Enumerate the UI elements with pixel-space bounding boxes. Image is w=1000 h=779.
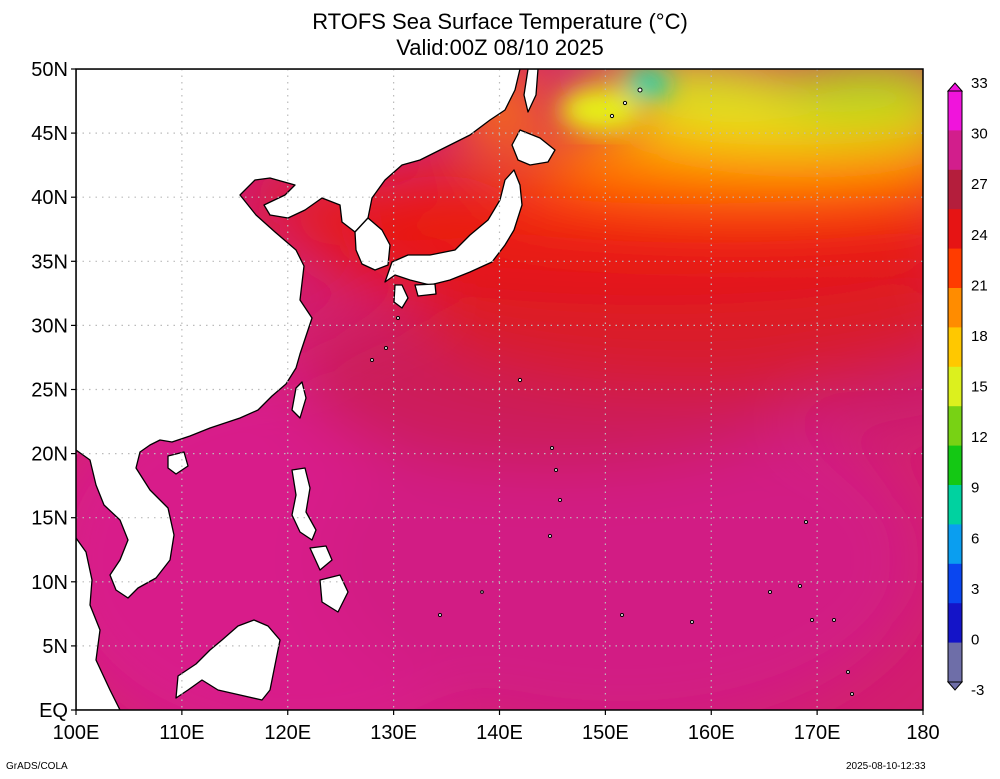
colorbar-swatch xyxy=(948,130,962,171)
colorbar-swatch xyxy=(948,524,962,565)
malay-peninsula xyxy=(76,537,121,710)
map-subtitle: Valid:00Z 08/10 2025 xyxy=(396,35,604,60)
longitude-tick-label: 140E xyxy=(476,722,523,744)
longitude-tick-label: 170E xyxy=(794,722,841,744)
sakhalin-island xyxy=(523,69,539,113)
latitude-tick-label: 40N xyxy=(31,187,68,209)
colorbar-tick-label: 9 xyxy=(971,480,979,497)
honshu-island xyxy=(384,169,523,286)
latitude-tick-labels: EQ 5N 10N 15N 20N 25N 30N 35N 40N 45N 50N xyxy=(31,59,76,722)
colorbar-tick-label: -3 xyxy=(971,682,984,699)
latitude-tick-label: 30N xyxy=(31,315,68,337)
colorbar-swatch xyxy=(948,642,962,683)
colorbar-swatch xyxy=(948,327,962,368)
latitude-tick-label: 25N xyxy=(31,380,68,402)
longitude-tick-label: 130E xyxy=(370,722,417,744)
longitude-tick-label: 110E xyxy=(159,722,204,744)
latitude-tick-label: 50N xyxy=(31,59,68,81)
generation-timestamp: 2025-08-10-12:33 xyxy=(846,761,926,772)
colorbar-tick-label: 18 xyxy=(971,328,988,345)
longitude-tick-label: 180 xyxy=(906,722,939,744)
colorbar-swatch xyxy=(948,169,962,210)
map-title: RTOFS Sea Surface Temperature (°C) xyxy=(312,9,688,34)
land-outlines xyxy=(76,69,556,710)
latitude-tick-label: 20N xyxy=(31,444,68,466)
latitude-tick-label: EQ xyxy=(39,700,68,722)
latitude-tick-label: 35N xyxy=(31,251,68,273)
latitude-tick-label: 10N xyxy=(31,572,68,594)
colorbar-tick-label: 3 xyxy=(971,581,979,598)
colorbar-swatch xyxy=(948,288,962,328)
small-islands xyxy=(370,87,854,696)
colorbar-frame xyxy=(947,90,963,683)
kyushu-island xyxy=(393,284,409,309)
colorbar-swatch xyxy=(948,485,962,525)
sst-field xyxy=(76,69,923,710)
colorbar xyxy=(946,82,964,691)
visayas-islands xyxy=(309,545,333,571)
korea-peninsula xyxy=(354,217,391,271)
colorbar-max-arrow xyxy=(946,82,964,92)
latitude-tick-label: 5N xyxy=(42,636,68,658)
hokkaido-island xyxy=(511,129,556,166)
colorbar-tick-label: 24 xyxy=(971,227,988,244)
longitude-tick-labels: 100E 110E 120E 130E 140E 150E 160E 170E 180 xyxy=(53,710,940,744)
colorbar-tick-label: 27 xyxy=(971,176,988,193)
colorbar-swatch xyxy=(948,406,962,447)
asia-mainland xyxy=(76,69,521,599)
longitude-tick-label: 100E xyxy=(53,722,100,744)
longitude-tick-label: 120E xyxy=(264,722,311,744)
luzon-island xyxy=(291,467,317,541)
longitude-tick-label: 160E xyxy=(688,722,735,744)
colorbar-min-arrow xyxy=(946,681,964,691)
colorbar-tick-label: 6 xyxy=(971,530,979,547)
taiwan-island xyxy=(291,381,307,419)
colorbar-tick-label: 15 xyxy=(971,379,988,396)
shikoku-island xyxy=(414,283,437,297)
colorbar-swatch xyxy=(948,603,962,644)
graticule xyxy=(76,69,923,710)
colorbar-swatch xyxy=(948,366,962,407)
colorbar-tick-label: 21 xyxy=(971,277,988,294)
latitude-tick-label: 45N xyxy=(31,123,68,145)
latitude-tick-label: 15N xyxy=(31,508,68,530)
colorbar-swatch xyxy=(948,445,962,486)
colorbar-swatch xyxy=(948,248,962,289)
software-credit: GrADS/COLA xyxy=(6,761,68,772)
colorbar-tick-label: 30 xyxy=(971,126,988,143)
mindanao-island xyxy=(319,574,349,613)
colorbar-tick-label: 12 xyxy=(971,429,988,446)
colorbar-swatch xyxy=(948,563,962,604)
colorbar-tick-labels: -3 0 3 6 9 12 15 18 21 24 27 30 33 xyxy=(971,75,988,699)
colorbar-swatch xyxy=(948,91,962,131)
borneo-island xyxy=(175,619,281,701)
colorbar-tick-label: 0 xyxy=(971,631,979,648)
colorbar-swatch xyxy=(948,209,962,250)
colorbar-tick-label: 33 xyxy=(971,75,988,92)
longitude-tick-label: 150E xyxy=(582,722,629,744)
